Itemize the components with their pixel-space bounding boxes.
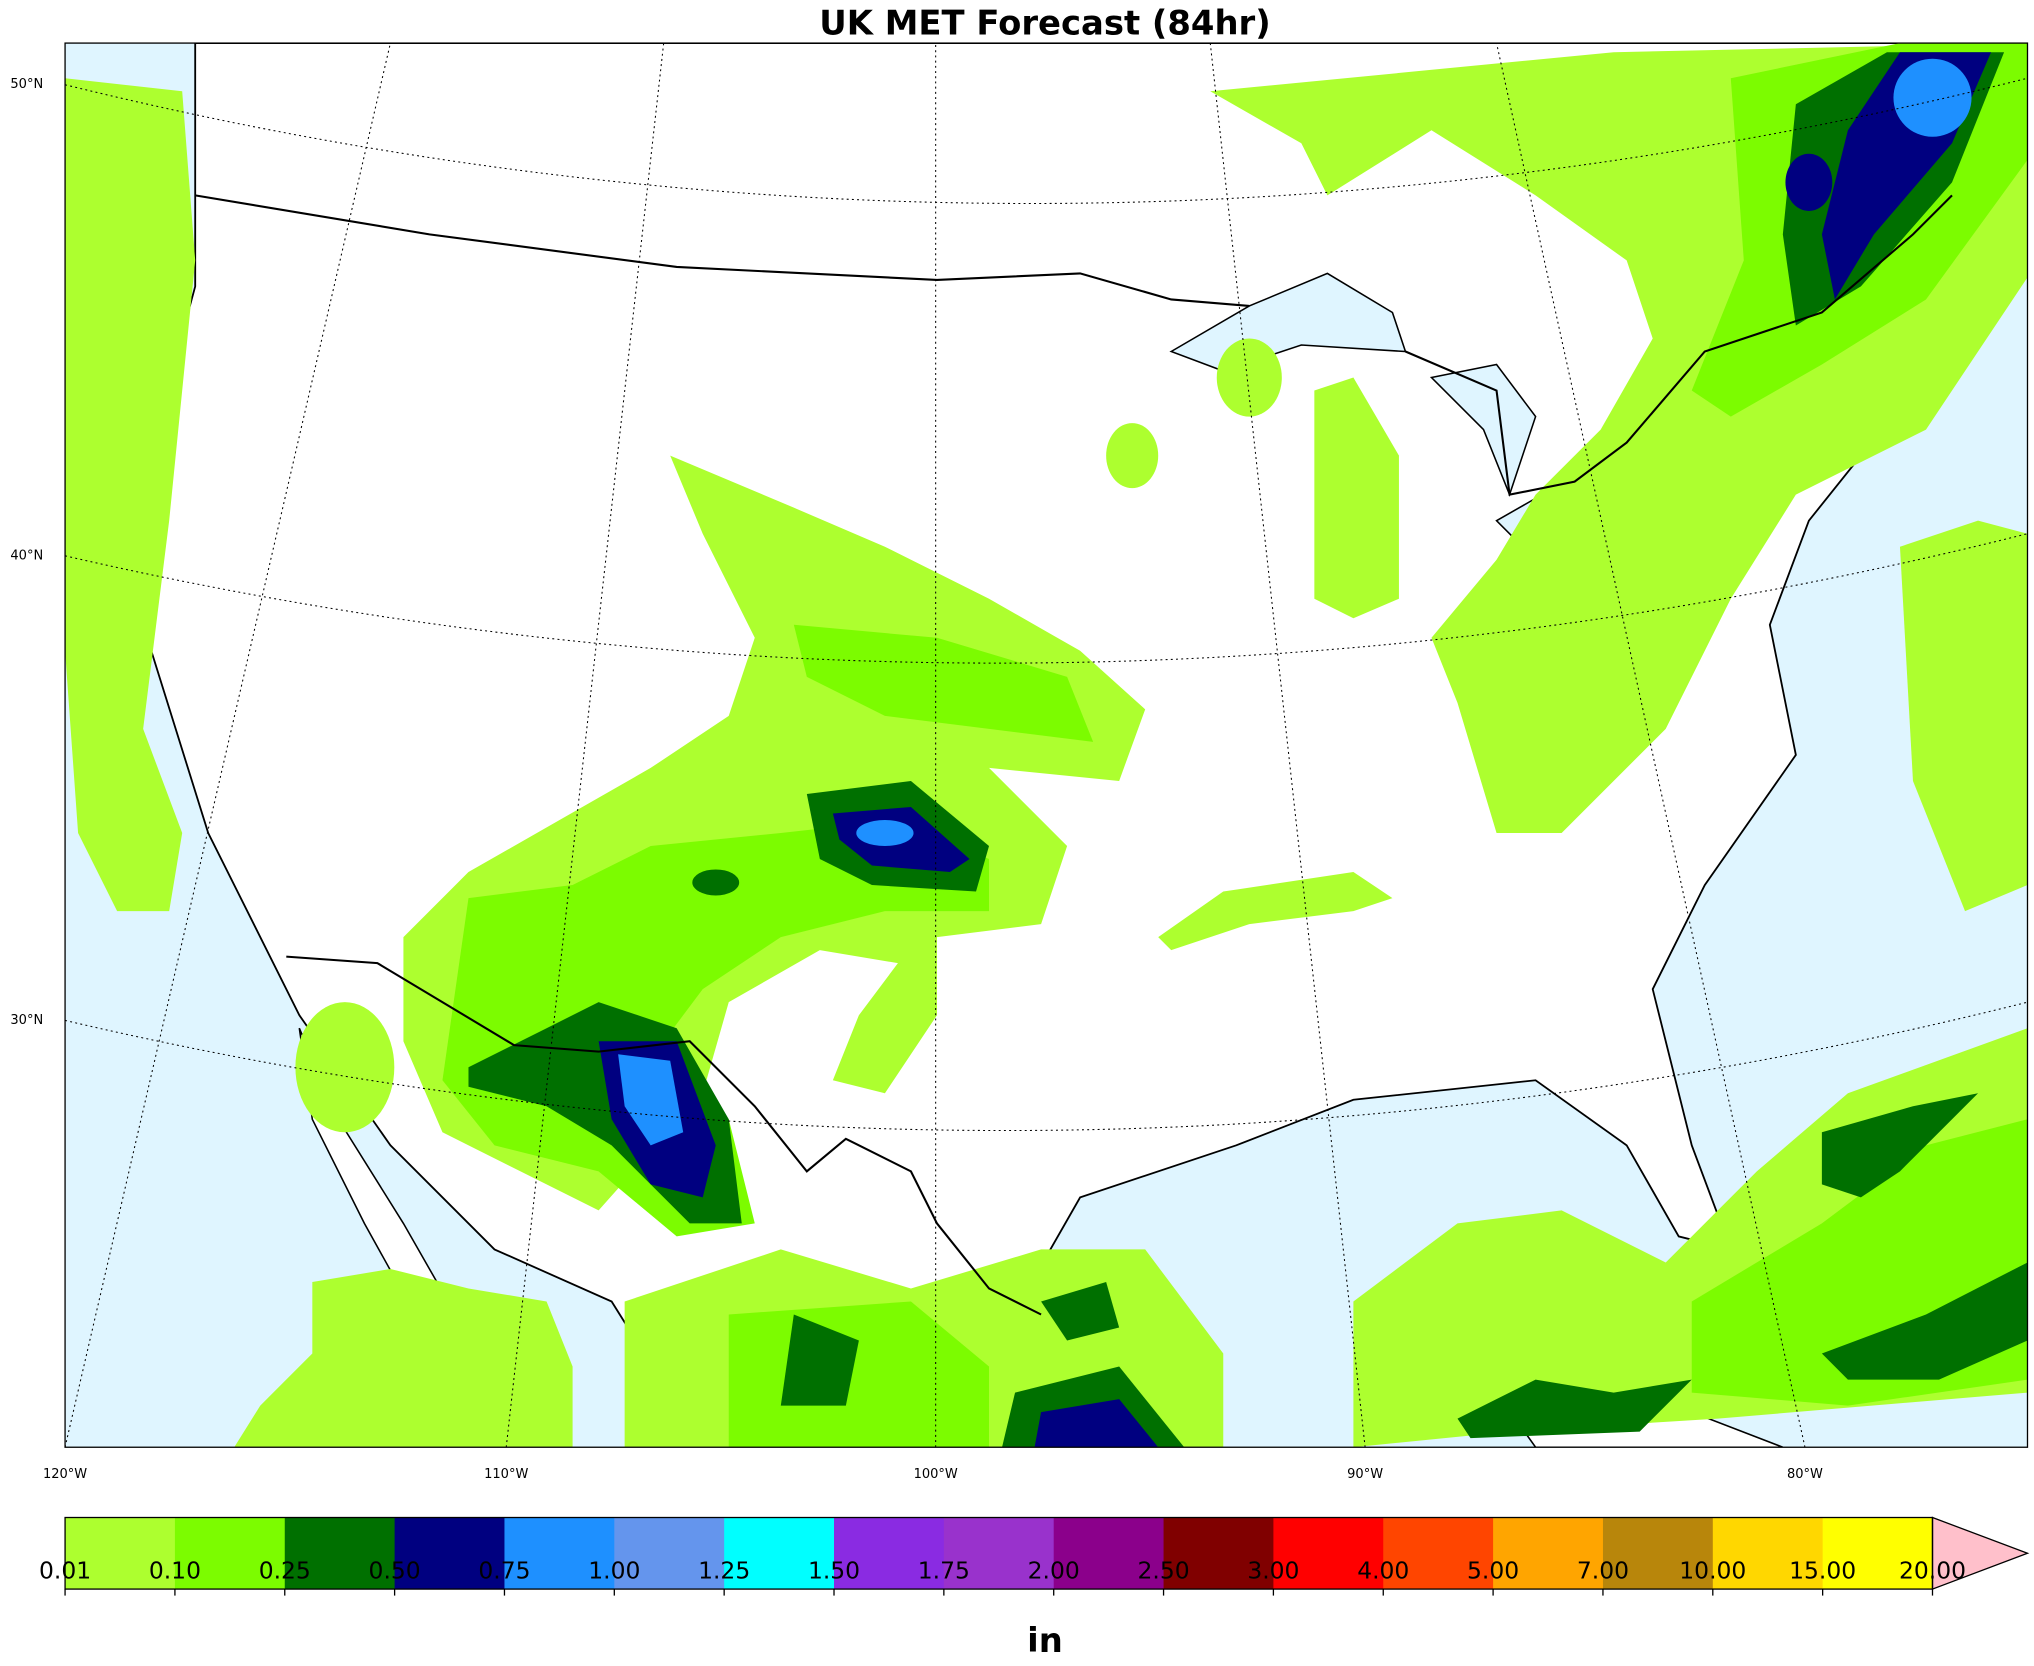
colorbar: 0.01 0.10 0.25 0.50 0.75 1.00 1.25 1.50 1.75 2.00… [39, 1516, 2030, 1660]
lat-label: 30°N [10, 1013, 43, 1028]
colorbar-segment [1493, 1517, 1604, 1590]
axis-labels: 50°N 40°N 30°N 120°W 110°W 100°W 90°W 80°W [10, 77, 1823, 1482]
colorbar-label: 1.00 [588, 1557, 640, 1585]
border-north [195, 194, 1250, 307]
title: UK MET Forecast (84hr) [819, 3, 1270, 42]
graticule [65, 77, 2028, 205]
lon-label: 110°W [484, 1467, 528, 1482]
graticule [65, 1001, 2028, 1132]
colorbar-label: 0.01 [39, 1557, 91, 1585]
colorbar-segment [834, 1517, 945, 1590]
colorbar-label: 5.00 [1467, 1557, 1519, 1585]
colorbar-segment [1383, 1517, 1494, 1590]
colorbar-segment [174, 1517, 286, 1590]
colorbar-segment [1163, 1517, 1275, 1590]
lon-label: 80°W [1787, 1467, 1823, 1482]
colorbar-segment [943, 1517, 1055, 1590]
colorbar-segment [65, 1517, 176, 1590]
colorbar-label: 1.25 [698, 1557, 750, 1585]
colorbar-label: 2.00 [1028, 1557, 1080, 1585]
colorbar-label: 2.50 [1137, 1557, 1189, 1585]
graticule [1496, 43, 1806, 1448]
graticule [65, 43, 391, 1448]
colorbar-label: 0.10 [149, 1557, 201, 1585]
colorbar-label: 7.00 [1577, 1557, 1629, 1585]
border-south [286, 955, 1042, 1316]
colorbar-frame [64, 1516, 1934, 1590]
colorbar-label: 1.75 [918, 1557, 970, 1585]
colorbar-label: 0.25 [259, 1557, 311, 1585]
lon-label: 90°W [1347, 1467, 1383, 1482]
colorbar-segment [1053, 1517, 1165, 1590]
colorbar-label: 0.50 [369, 1557, 421, 1585]
colorbar-label: 15.00 [1789, 1557, 1856, 1585]
lon-label: 120°W [43, 1467, 87, 1482]
colorbar-segment [1602, 1517, 1714, 1590]
colorbar-segment [1822, 1517, 1934, 1590]
graticule [65, 533, 2028, 664]
colorbar-label: 10.00 [1679, 1557, 1746, 1585]
colorbar-label: 20.00 [1899, 1557, 1966, 1585]
border-east [1405, 194, 1953, 496]
colorbar-label: 4.00 [1357, 1557, 1409, 1585]
colorbar-label: 3.00 [1247, 1557, 1299, 1585]
colorbar-segment [614, 1517, 725, 1590]
lat-label: 50°N [10, 77, 43, 92]
graticule [505, 43, 665, 1448]
colorbar-segment [1712, 1517, 1824, 1590]
colorbar-segment [724, 1517, 835, 1590]
map [65, 43, 2028, 1448]
lake-huron [1429, 363, 1537, 497]
colorbar-label: 1.50 [808, 1557, 860, 1585]
graticule [1209, 43, 1366, 1448]
colorbar-segment [284, 1517, 396, 1590]
map-frame [64, 42, 2029, 1448]
precip [65, 43, 2028, 1448]
baja [298, 1027, 549, 1448]
colorbar-segment [1273, 1517, 1384, 1590]
colorbar-segment [504, 1517, 615, 1590]
colorbar-unit: in [1027, 1621, 1063, 1660]
colorbar-label: 0.75 [478, 1557, 530, 1585]
lat-label: 40°N [10, 548, 43, 563]
lon-label: 100°W [914, 1467, 958, 1482]
colorbar-segment [394, 1517, 506, 1590]
